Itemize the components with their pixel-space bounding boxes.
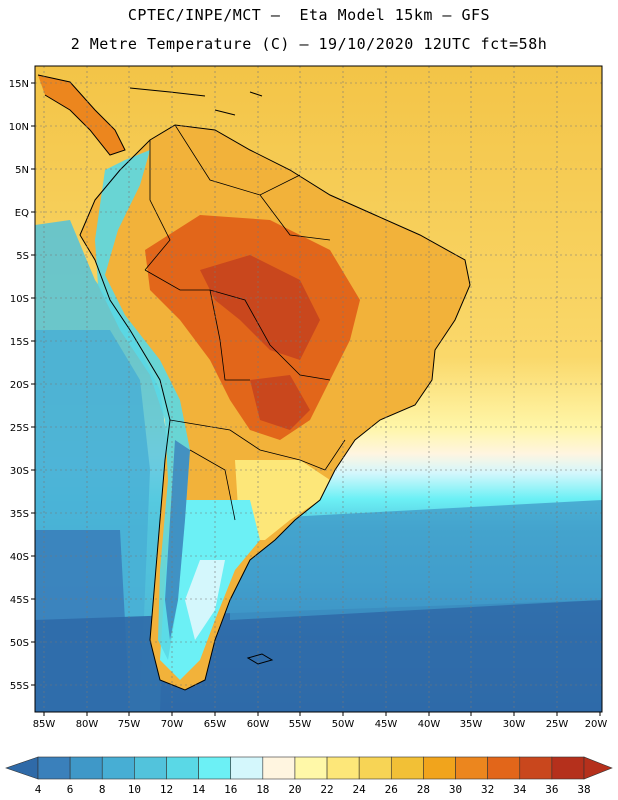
colorbar-tick-label: 26 [385, 783, 398, 796]
lat-label: EQ [15, 208, 29, 219]
lon-label: 85W [33, 719, 56, 730]
lat-label: 35S [10, 509, 29, 520]
colorbar-swatch [230, 756, 264, 780]
colorbar-tick-label: 16 [224, 783, 237, 796]
andes-south-cold-strip [165, 440, 190, 640]
colorbar-tick-label: 22 [320, 783, 333, 796]
colorbar-swatch [262, 756, 296, 780]
colorbar-tick-label: 10 [128, 783, 141, 796]
lat-label: 15S [10, 337, 29, 348]
lon-label: 50W [332, 719, 355, 730]
coastline-caribbean-islands [129, 87, 263, 116]
lon-label: 35W [460, 719, 483, 730]
colorbar-tick-label: 24 [353, 783, 367, 796]
colorbar-swatch [198, 756, 232, 780]
colorbar-swatch [134, 756, 167, 780]
colorbar-tick-label: 36 [545, 783, 558, 796]
hot-spot-paraguay [250, 375, 310, 430]
colorbar-swatch [423, 756, 456, 780]
colorbar-swatch [487, 756, 521, 780]
colorbar-tick-label: 6 [67, 783, 74, 796]
colorbar-swatch [166, 756, 199, 780]
colorbar-swatch [326, 756, 360, 780]
colorbar-swatch [519, 756, 553, 780]
lat-label: 45S [10, 595, 29, 606]
colorbar-swatch [69, 756, 103, 780]
lat-label: 50S [10, 638, 29, 649]
coastline-falklands [246, 653, 274, 665]
temperature-map: 15N 10N 5N EQ 5S 10S 15S 20S 25S 30S 35S… [9, 65, 608, 730]
lat-label: 25S [10, 423, 29, 434]
latitude-axis: 15N 10N 5N EQ 5S 10S 15S 20S 25S 30S 35S… [9, 79, 35, 692]
colorbar-tick-label: 28 [417, 783, 430, 796]
lat-label: 55S [10, 681, 29, 692]
colorbar-swatch [37, 756, 71, 780]
lon-label: 30W [503, 719, 526, 730]
lon-label: 80W [76, 719, 99, 730]
patagonia-cold-patch [185, 560, 225, 640]
colorbar-tick-label: 18 [256, 783, 269, 796]
colorbar-swatches [5, 756, 613, 780]
andes-cold-strip [95, 150, 190, 660]
map-frame [34, 65, 603, 713]
colorbar-tick-label: 12 [160, 783, 173, 796]
lon-label: 25W [546, 719, 569, 730]
lat-label: 20S [10, 380, 29, 391]
lat-label: 15N [9, 79, 29, 90]
colorbar-swatch [455, 756, 488, 780]
colorbar-above-max-triangle [583, 756, 613, 780]
colorbar-tick-label: 32 [481, 783, 494, 796]
lat-label: 10S [10, 294, 29, 305]
lat-label: 5S [16, 251, 29, 262]
longitude-axis: 85W 80W 75W 70W 65W 60W 55W 50W 45W 40W … [33, 712, 608, 730]
lon-label: 60W [247, 719, 270, 730]
colorbar-tick-label: 20 [288, 783, 301, 796]
lat-label: 30S [10, 466, 29, 477]
colorbar-tick-label: 34 [513, 783, 527, 796]
colorbar-tick-label: 8 [99, 783, 106, 796]
lon-label: 65W [204, 719, 227, 730]
lon-label: 75W [118, 719, 141, 730]
lat-label: 40S [10, 552, 29, 563]
lon-label: 20W [585, 719, 608, 730]
lat-label: 5N [15, 165, 29, 176]
central-america-land [38, 75, 125, 155]
colorbar-below-min-triangle [5, 756, 39, 780]
chart-title-line1: CPTEC/INPE/MCT – Eta Model 15km – GFS [127, 6, 491, 24]
lon-label: 55W [289, 719, 312, 730]
chart-title-line2: 2 Metre Temperature (C) – 19/10/2020 12U… [70, 35, 548, 53]
coastline-south-america [79, 124, 471, 691]
coastline-central-america [37, 74, 126, 156]
lon-label: 70W [161, 719, 184, 730]
colorbar-tick-label: 14 [192, 783, 206, 796]
colorbar-swatch [390, 756, 424, 780]
south-atlantic-region [230, 500, 602, 620]
pampas-warm-region [235, 460, 330, 540]
lon-label: 45W [375, 719, 398, 730]
lon-label: 40W [418, 719, 441, 730]
colorbar: 4 6 8 10 12 14 16 18 20 22 24 26 28 30 32 34 36 38 [5, 756, 613, 796]
colorbar-swatch [551, 756, 585, 780]
hottest-region [200, 255, 320, 360]
colorbar-tick-label: 30 [449, 783, 462, 796]
lat-label: 10N [9, 122, 29, 133]
colorbar-swatch [101, 756, 135, 780]
colorbar-swatch [294, 756, 328, 780]
colorbar-tick-label: 38 [577, 783, 590, 796]
colorbar-tick-label: 4 [35, 783, 42, 796]
colorbar-labels: 4 6 8 10 12 14 16 18 20 22 24 26 28 30 32 34 36 38 [35, 783, 591, 796]
colorbar-swatch [358, 756, 392, 780]
